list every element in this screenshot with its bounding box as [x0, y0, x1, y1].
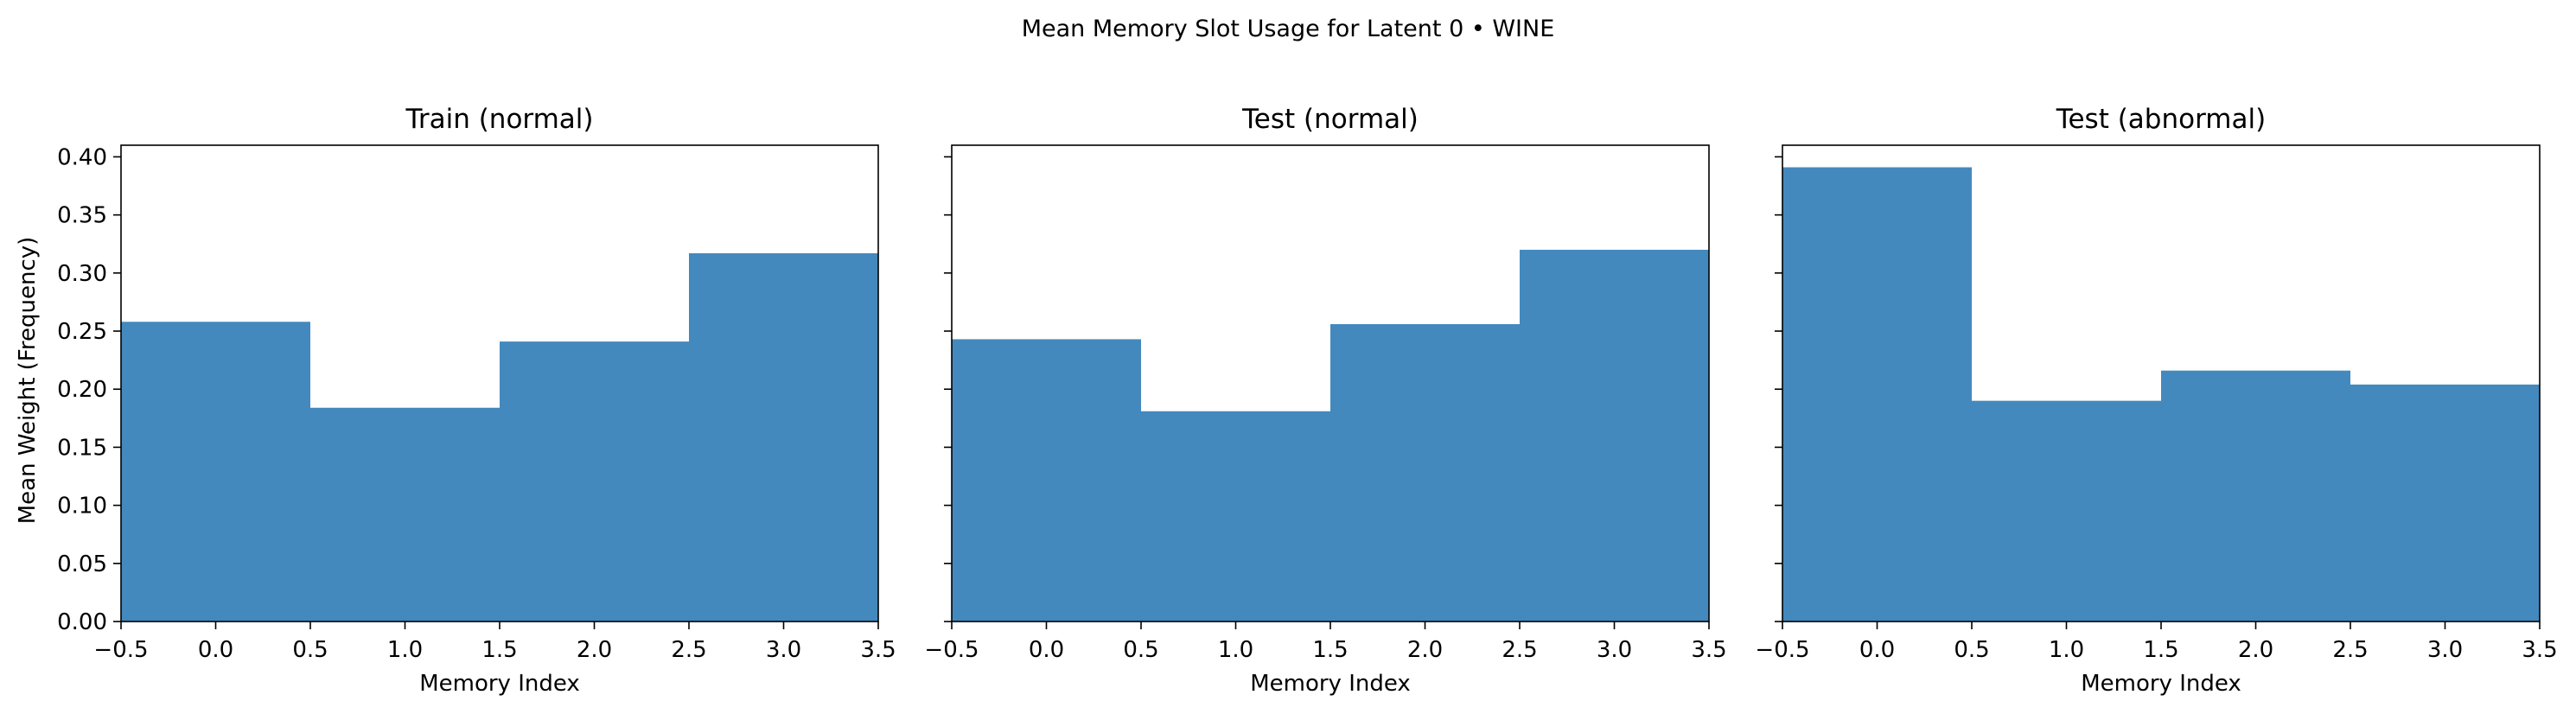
bar-panel3-slot3	[2350, 384, 2540, 622]
y-tick-label-panel1: 0.20	[57, 377, 107, 403]
bar-panel3-slot1	[1972, 400, 2161, 622]
x-tick-label-panel1: 1.0	[387, 637, 423, 663]
x-tick-label-panel2: 1.5	[1312, 637, 1348, 663]
x-tick-label-panel1: 3.5	[860, 637, 896, 663]
bar-panel2-slot0	[952, 339, 1141, 622]
bar-panel3-slot0	[1782, 167, 1972, 622]
x-tick-label-panel2: 2.5	[1502, 637, 1537, 663]
x-tick-label-panel1: 0.5	[292, 637, 328, 663]
x-tick-label-panel2: 2.0	[1407, 637, 1443, 663]
y-tick-label-panel1: 0.15	[57, 435, 107, 461]
y-tick-label-panel1: 0.40	[57, 144, 107, 170]
x-tick-label-panel3: −0.5	[1755, 637, 1809, 663]
x-tick-label-panel1: 3.0	[766, 637, 801, 663]
x-tick-label-panel2: 3.0	[1597, 637, 1632, 663]
x-tick-label-panel1: 2.0	[577, 637, 612, 663]
panel-title-3: Test (abnormal)	[2056, 104, 2266, 135]
y-tick-label-panel1: 0.00	[57, 609, 107, 635]
bar-panel2-slot2	[1330, 323, 1520, 622]
x-axis-label-panel3: Memory Index	[2081, 671, 2241, 697]
bar-panel2-slot1	[1141, 411, 1330, 622]
panel-title-1: Train (normal)	[405, 104, 593, 135]
x-tick-label-panel2: 0.0	[1029, 637, 1064, 663]
y-tick-label-panel1: 0.35	[57, 203, 107, 229]
x-tick-label-panel2: 3.5	[1691, 637, 1726, 663]
panel-title-2: Test (normal)	[1241, 104, 1419, 135]
panels: Train (normal) −0.5 0.0 0.5 1.0 1.5 2.0 2.5 3.0 3…	[57, 104, 2558, 697]
bar-panel1-slot2	[500, 341, 689, 622]
bar-panel2-slot3	[1520, 249, 1709, 622]
y-tick-label-panel1: 0.05	[57, 551, 107, 577]
bar-panel3-slot2	[2161, 370, 2350, 622]
x-tick-label-panel2: −0.5	[924, 637, 979, 663]
x-tick-label-panel1: 1.5	[481, 637, 517, 663]
x-tick-label-panel3: 1.5	[2143, 637, 2178, 663]
x-tick-label-panel3: 1.0	[2049, 637, 2084, 663]
x-tick-label-panel2: 0.5	[1123, 637, 1158, 663]
y-tick-label-panel1: 0.10	[57, 494, 107, 520]
x-tick-label-panel3: 0.5	[1954, 637, 1989, 663]
y-axis-label: Mean Weight (Frequency)	[15, 237, 41, 525]
x-tick-label-panel3: 0.0	[1859, 637, 1895, 663]
x-tick-label-panel1: 2.5	[671, 637, 706, 663]
figure-suptitle: Mean Memory Slot Usage for Latent 0 • WI…	[1022, 16, 1555, 42]
x-axis-label-panel1: Memory Index	[419, 671, 580, 697]
y-tick-label-panel1: 0.25	[57, 319, 107, 345]
x-tick-label-panel1: 0.0	[198, 637, 233, 663]
x-tick-label-panel1: −0.5	[93, 637, 148, 663]
bar-panel1-slot1	[310, 407, 500, 622]
x-axis-label-panel2: Memory Index	[1250, 671, 1411, 697]
x-tick-label-panel3: 3.0	[2427, 637, 2463, 663]
x-tick-label-panel3: 3.5	[2522, 637, 2557, 663]
x-tick-label-panel2: 1.0	[1218, 637, 1253, 663]
x-tick-label-panel3: 2.5	[2332, 637, 2368, 663]
x-tick-label-panel3: 2.0	[2238, 637, 2273, 663]
y-tick-label-panel1: 0.30	[57, 261, 107, 287]
bar-panel1-slot0	[121, 322, 310, 622]
bar-panel1-slot3	[689, 252, 878, 622]
